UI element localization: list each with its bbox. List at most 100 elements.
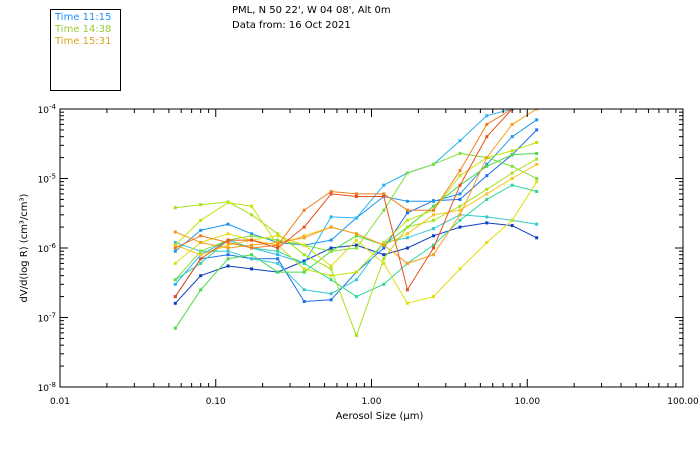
series-point-D-8 [382,183,386,187]
series-point-C-9 [405,199,409,203]
series-point-F-1 [199,261,203,265]
series-point-G-13 [510,153,514,157]
series-point-A-5 [302,259,306,263]
series-point-K-0 [173,261,177,265]
series-point-F-13 [510,183,514,187]
series-point-I-14 [535,157,539,161]
series-point-M-5 [302,236,306,240]
series-point-A-14 [535,236,539,240]
series-point-O-8 [382,195,386,198]
series-point-K-13 [510,218,514,222]
series-point-N-7 [354,192,358,196]
series-point-H-0 [173,278,177,282]
series-point-A-10 [432,234,435,238]
series-point-A-12 [485,221,489,225]
x-tick-label: 0.10 [206,397,226,407]
series-point-D-14 [535,105,538,108]
series-point-C-1 [199,228,203,232]
y-tick-label: 10-6 [38,242,57,255]
series-point-O-3 [250,238,254,242]
legend-entry-3: Time 15:31 [55,36,112,47]
series-point-E-9 [405,236,409,240]
series-point-J-6 [329,274,333,278]
series-point-A-2 [226,264,230,268]
series-point-O-9 [405,288,409,292]
series-point-M-0 [173,230,177,234]
series-point-B-4 [276,257,280,261]
series-point-M-6 [329,225,333,229]
series-point-K-5 [302,243,306,247]
series-point-B-11 [458,197,462,201]
series-point-E-5 [302,288,306,292]
x-tick-label: 0.01 [50,397,70,407]
series-point-K-4 [276,234,280,238]
series-point-L-0 [173,243,177,247]
series-point-H-13 [510,164,514,168]
series-point-A-7 [354,243,358,247]
series-point-B-2 [226,253,230,257]
series-point-D-0 [173,282,177,286]
header-date: Data from: 16 Oct 2021 [232,20,351,31]
series-point-L-10 [432,213,435,217]
series-line-C [174,119,537,252]
series-point-G-0 [173,326,177,330]
legend-entry-1: Time 11:15 [55,12,112,23]
series-point-J-3 [250,204,254,208]
series-point-H-14 [535,177,539,180]
series-point-E-4 [276,261,280,265]
series-point-M-11 [458,213,462,217]
series-point-I-1 [199,203,203,207]
series-point-A-6 [329,246,333,250]
series-point-L-5 [302,234,306,238]
series-point-H-6 [329,249,333,253]
series-point-J-7 [354,270,358,274]
series-point-I-6 [329,267,333,271]
series-point-B-6 [329,298,333,302]
series-point-G-5 [302,270,306,274]
series-point-K-12 [485,241,489,244]
series-point-F-14 [535,190,539,193]
legend-box: Time 11:15 Time 14:38 Time 15:31 [50,9,121,91]
series-point-H-4 [276,238,280,242]
series-point-D-6 [329,215,333,219]
series-point-M-3 [250,243,254,247]
series-point-C-2 [226,222,230,226]
series-point-C-3 [250,232,254,236]
x-tick-label: 100.00 [667,397,699,407]
series-point-A-8 [382,253,386,257]
series-point-O-0 [173,295,177,299]
series-point-K-11 [458,267,462,271]
series-point-F-8 [382,282,386,286]
series-point-I-0 [173,206,177,210]
series-point-E-6 [329,292,333,296]
header-location: PML, N 50 22', W 04 08', Alt 0m [232,5,391,16]
series-point-M-13 [510,122,514,126]
series-point-A-1 [199,274,203,278]
series-point-J-13 [510,149,514,153]
series-point-L-11 [458,208,462,212]
series-point-N-10 [432,208,435,212]
series-point-I-3 [250,213,254,217]
series-point-J-14 [535,141,539,144]
y-tick-label: 10-7 [38,312,56,325]
series-point-C-11 [458,192,462,196]
series-point-J-11 [458,174,462,178]
series-point-D-11 [458,139,462,143]
series-group [173,105,539,337]
series-point-C-13 [510,135,514,139]
series-point-A-0 [173,301,177,305]
series-point-N-9 [405,208,409,212]
series-point-C-0 [173,249,177,253]
series-point-M-2 [226,246,230,250]
series-point-L-14 [535,162,539,166]
series-point-G-1 [199,288,203,292]
series-point-K-2 [226,232,230,236]
series-point-F-5 [302,261,306,265]
series-point-J-9 [405,218,409,222]
series-point-G-14 [535,151,539,155]
series-point-K-6 [329,264,333,268]
series-point-N-6 [329,190,333,193]
series-point-I-4 [276,232,280,236]
series-point-M-8 [382,243,386,247]
series-point-E-12 [485,215,489,219]
